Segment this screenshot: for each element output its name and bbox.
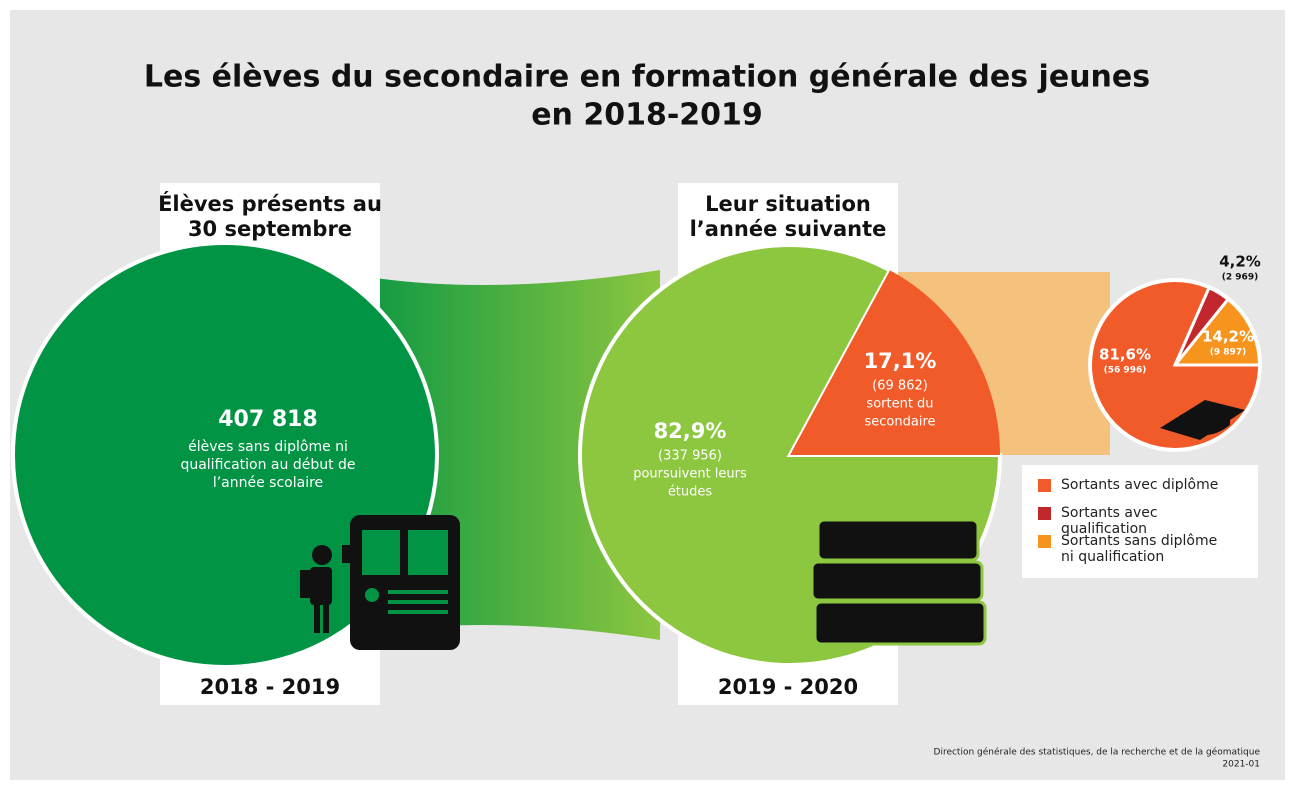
heading: Leur situation (705, 192, 871, 216)
year: 2018 - 2019 (200, 675, 340, 699)
description: l’année scolaire (213, 475, 323, 491)
legend-label: Sortants avec diplôme (1061, 477, 1219, 493)
cap-icon (1160, 400, 1245, 440)
description: sortent du (866, 397, 933, 412)
percent-label: 4,2% (1219, 253, 1261, 271)
percent-label: 82,9% (654, 419, 727, 443)
description: études (668, 485, 713, 500)
percent-label: 14,2% (1202, 328, 1254, 346)
heading: 30 septembre (188, 217, 352, 241)
count-label: (56 996) (1104, 366, 1147, 376)
slice (790, 270, 1000, 455)
source: 2021-01 (1222, 760, 1260, 770)
heading: l’année suivante (690, 217, 887, 241)
source: Direction générale des statistiques, de … (934, 747, 1261, 758)
legend-swatch (1038, 507, 1051, 520)
description: secondaire (865, 415, 936, 430)
legend-item: Sortants sans diplôme ni qualification (1038, 533, 1248, 565)
description: qualification au début de (180, 457, 355, 473)
legend-item: Sortants avec diplôme (1038, 477, 1248, 493)
heading: Élèves présents au (158, 191, 382, 216)
count-label: (337 956) (658, 449, 722, 464)
total: 407 818 (218, 407, 318, 432)
bus-icon (300, 515, 460, 650)
legend-label: Sortants avec qualification (1061, 505, 1158, 537)
description: élèves sans diplôme ni (188, 439, 348, 455)
legend-item: Sortants avec qualification (1038, 505, 1248, 537)
count-label: (69 862) (872, 379, 928, 394)
legend-label: Sortants sans diplôme ni qualification (1061, 533, 1218, 565)
percent-label: 17,1% (864, 349, 937, 373)
legend-swatch (1038, 479, 1051, 492)
title: en 2018-2019 (531, 98, 763, 133)
legend: Sortants avec diplôme Sortants avec quali… (1022, 465, 1258, 578)
count-label: (2 969) (1222, 273, 1258, 283)
legend-swatch (1038, 535, 1051, 548)
circle (11, 241, 439, 669)
year: 2019 - 2020 (718, 675, 858, 699)
count-label: (9 897) (1210, 348, 1246, 358)
title: Les élèves du secondaire en formation gé… (144, 60, 1150, 95)
percent-label: 81,6% (1099, 346, 1151, 364)
description: poursuivent leurs (633, 467, 747, 482)
pie-outline (1088, 278, 1262, 452)
books-icon (810, 518, 987, 646)
